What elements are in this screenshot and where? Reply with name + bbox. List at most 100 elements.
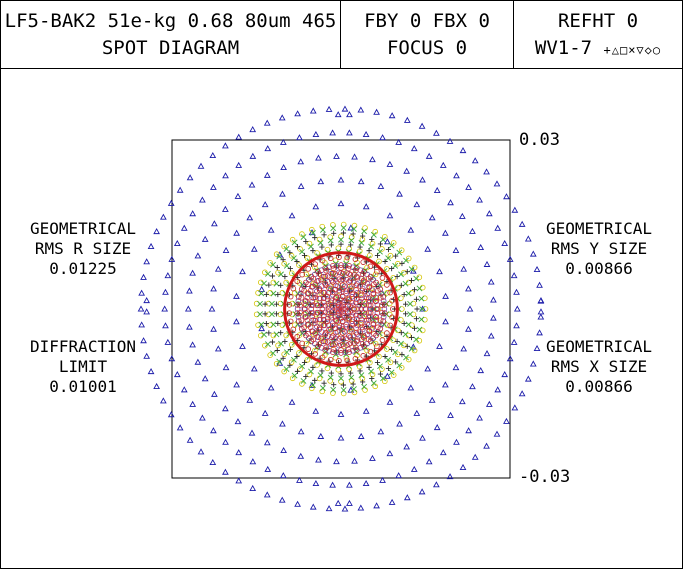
spot-triangle-177 bbox=[264, 465, 272, 472]
spot-circle-1043 bbox=[324, 296, 331, 303]
spot-triangle-58 bbox=[210, 285, 217, 292]
spot-cross-613 bbox=[377, 363, 383, 370]
spot-plus-789 bbox=[294, 258, 300, 265]
spot-plus-810 bbox=[382, 353, 388, 360]
spot-triangle-125 bbox=[447, 411, 454, 418]
spot-circle-1111 bbox=[301, 306, 308, 312]
spot-cross-648 bbox=[264, 341, 271, 348]
spot-circle-1234 bbox=[309, 298, 315, 305]
spot-plus-725 bbox=[296, 311, 302, 317]
spot-plus-862 bbox=[408, 334, 415, 341]
spot-plus-780 bbox=[374, 252, 381, 259]
spot-circle-1207 bbox=[340, 282, 346, 288]
spot-circle-437 bbox=[330, 222, 336, 228]
spot-cross-579 bbox=[405, 290, 412, 297]
spot-circle-402 bbox=[265, 300, 272, 307]
spot-triangle-20 bbox=[312, 203, 320, 210]
spot-circle-452 bbox=[262, 342, 268, 349]
spot-circle-428 bbox=[411, 264, 418, 271]
spot-triangle-255 bbox=[309, 503, 317, 510]
spot-circle-1277 bbox=[379, 302, 385, 309]
spot-circle-1275 bbox=[370, 321, 377, 327]
spot-triangle-174 bbox=[222, 438, 229, 445]
spot-triangle-261 bbox=[403, 494, 411, 501]
spot-triangle-103 bbox=[189, 269, 196, 276]
spot-triangle-54 bbox=[246, 214, 254, 221]
spot-circle-422 bbox=[409, 322, 415, 328]
spot-triangle-41 bbox=[460, 265, 468, 272]
spot-circle-1291 bbox=[301, 287, 307, 294]
spot-plus-856 bbox=[369, 375, 375, 382]
spot-circle-1301 bbox=[330, 346, 337, 353]
spot-plus-834 bbox=[287, 250, 293, 256]
spot-cross-498 bbox=[350, 274, 357, 281]
spot-triangle-36 bbox=[424, 365, 432, 372]
spot-triangle-87 bbox=[419, 176, 426, 183]
spot-cross-661 bbox=[380, 375, 386, 382]
spot-circle-1067 bbox=[341, 329, 348, 335]
spot-circle-395 bbox=[306, 240, 313, 247]
spot-circle-1171 bbox=[344, 309, 351, 315]
spot-circle-1180 bbox=[328, 314, 335, 321]
spot-circle-1004 bbox=[287, 318, 294, 325]
spot-cross-663 bbox=[396, 362, 403, 369]
spot-triangle-59 bbox=[208, 305, 216, 312]
spot-cross-589 bbox=[327, 237, 334, 244]
axis-bottom-label: -0.03 bbox=[519, 467, 571, 487]
spot-circle-1096 bbox=[367, 313, 373, 320]
spot-circle-1262 bbox=[302, 302, 309, 308]
spot-cross-592 bbox=[299, 248, 305, 255]
spot-triangle-140 bbox=[465, 183, 472, 190]
spot-cross-622 bbox=[416, 285, 423, 292]
spot-circle-1264 bbox=[304, 317, 311, 324]
spot-triangle-206 bbox=[493, 180, 501, 187]
spot-triangle-244 bbox=[167, 411, 175, 418]
spot-circle-1267 bbox=[318, 335, 324, 342]
spot-circle-1224 bbox=[365, 295, 372, 301]
spot-circle-1010 bbox=[319, 354, 326, 361]
spot-plus-826 bbox=[360, 233, 366, 239]
spot-circle-1283 bbox=[353, 267, 359, 274]
spot-circle-1109 bbox=[304, 290, 311, 297]
spot-circle-1106 bbox=[321, 273, 327, 280]
spot-circle-1190 bbox=[329, 289, 336, 296]
spot-triangle-24 bbox=[239, 268, 246, 275]
spot-cross-668 bbox=[418, 316, 425, 323]
spot-circle-367 bbox=[283, 332, 289, 339]
spot-circle-997 bbox=[305, 266, 312, 272]
spot-circle-1266 bbox=[312, 330, 319, 337]
spot-circle-1238 bbox=[316, 326, 323, 333]
spot-triangle-31 bbox=[312, 407, 320, 414]
spot-triangle-92 bbox=[333, 152, 340, 159]
spot-plus-850 bbox=[312, 377, 318, 383]
spot-triangle-151 bbox=[296, 134, 303, 141]
spot-plus-839 bbox=[263, 291, 269, 298]
spot-circle-363 bbox=[279, 290, 286, 296]
spot-triangle-251 bbox=[249, 484, 257, 491]
spot-cross-636 bbox=[300, 234, 307, 240]
spot-circle-1161 bbox=[338, 304, 344, 311]
spot-circle-1282 bbox=[359, 271, 366, 277]
spot-plus-852 bbox=[331, 382, 337, 388]
spot-plus-793 bbox=[275, 291, 281, 298]
spot-triangle-152 bbox=[279, 138, 287, 145]
spot-cross-651 bbox=[283, 366, 290, 372]
spot-triangle-86 bbox=[433, 186, 441, 193]
spot-circle-985 bbox=[387, 289, 393, 296]
spot-triangle-15 bbox=[424, 245, 432, 252]
wavelength-symbols: +△□×▽◇○ bbox=[603, 43, 662, 57]
spot-triangle-242 bbox=[153, 382, 160, 389]
diffraction-value: 0.01001 bbox=[49, 377, 117, 396]
wavelength-legend: WV1-7 +△□×▽◇○ bbox=[514, 35, 682, 64]
spot-circle-407 bbox=[281, 351, 287, 358]
spot-circle-1194 bbox=[320, 312, 327, 319]
spot-cross-599 bbox=[268, 311, 275, 318]
spot-triangle-112 bbox=[234, 418, 242, 425]
spot-triangle-276 bbox=[537, 313, 545, 320]
rms-x-line2: RMS X SIZE bbox=[550, 357, 648, 376]
spot-plus-814 bbox=[401, 320, 407, 327]
spot-circle-1251 bbox=[366, 284, 373, 291]
spot-circle-1160 bbox=[339, 306, 346, 312]
spot-triangle-91 bbox=[351, 153, 358, 160]
